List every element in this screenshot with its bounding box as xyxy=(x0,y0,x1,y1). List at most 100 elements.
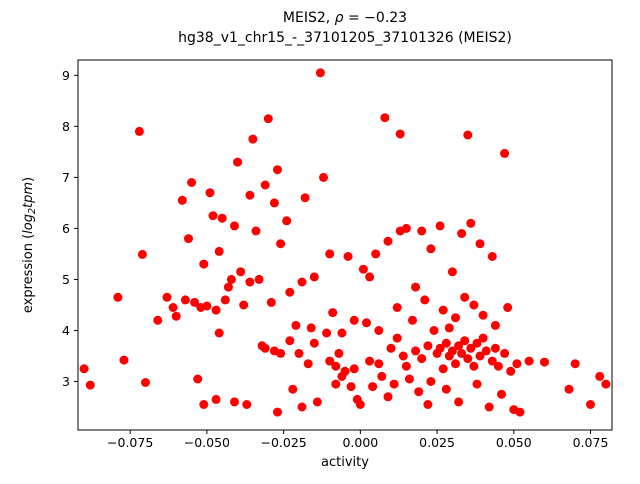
data-point xyxy=(484,402,494,412)
data-point xyxy=(441,384,451,394)
data-point xyxy=(490,343,500,353)
data-point xyxy=(303,359,313,369)
data-point xyxy=(239,300,249,310)
y-tick-label: 4 xyxy=(62,323,70,338)
data-point xyxy=(325,356,335,366)
data-point xyxy=(199,400,209,409)
data-point xyxy=(236,267,246,277)
data-point xyxy=(349,315,359,325)
data-point xyxy=(230,221,239,231)
data-point xyxy=(312,397,322,407)
data-point xyxy=(475,239,485,249)
x-axis-label: activity xyxy=(321,455,369,470)
data-point xyxy=(460,292,470,302)
data-point xyxy=(85,380,95,390)
data-point xyxy=(497,389,506,399)
data-point xyxy=(466,343,476,353)
data-point xyxy=(245,277,255,287)
data-point xyxy=(383,392,393,402)
data-point xyxy=(190,297,200,307)
data-point xyxy=(506,366,516,376)
data-point xyxy=(319,172,328,182)
data-point xyxy=(309,272,319,282)
plot-title: MEIS2, ρ = −0.23 xyxy=(283,10,407,26)
data-point xyxy=(438,305,448,315)
data-point xyxy=(285,336,295,346)
data-point xyxy=(180,295,190,305)
data-point xyxy=(423,341,433,351)
data-point xyxy=(322,328,332,338)
data-point xyxy=(193,374,203,384)
data-point xyxy=(331,379,341,389)
data-point xyxy=(417,354,427,364)
data-point xyxy=(451,359,460,369)
plot-title-correlation-value: = −0.23 xyxy=(344,10,408,26)
data-point xyxy=(481,346,491,356)
data-point xyxy=(113,292,123,302)
data-point xyxy=(214,328,224,338)
y-axis-label-variable: tpm xyxy=(21,182,36,208)
x-tick-label: −0.025 xyxy=(260,435,306,450)
data-point xyxy=(328,308,338,318)
data-point xyxy=(276,239,286,249)
data-point xyxy=(515,407,525,417)
x-tick-label: 0.075 xyxy=(573,435,609,450)
data-point xyxy=(217,213,227,223)
data-point xyxy=(368,382,378,392)
data-point xyxy=(435,221,445,231)
x-tick-label: −0.075 xyxy=(107,435,153,450)
data-point xyxy=(269,198,279,208)
x-tick-label: −0.050 xyxy=(184,435,230,450)
data-point xyxy=(168,303,178,312)
data-point xyxy=(331,361,341,371)
data-point xyxy=(570,359,580,369)
y-axis-label-subscript: 2 xyxy=(27,208,38,214)
data-point xyxy=(487,356,497,366)
data-point xyxy=(389,379,399,389)
data-point xyxy=(595,371,605,381)
data-point xyxy=(411,346,421,356)
data-point xyxy=(205,188,215,198)
data-point xyxy=(401,361,411,371)
data-point xyxy=(337,328,347,338)
x-axis-ticks: −0.075 −0.050 −0.025 0.000 0.025 0.050 0.075 xyxy=(107,430,608,450)
data-point xyxy=(601,379,611,389)
x-tick-label: 0.000 xyxy=(342,435,378,450)
plot-subtitle: hg38_v1_chr15_-_37101205_37101326 (MEIS2… xyxy=(178,30,512,46)
data-point xyxy=(457,348,467,358)
data-point xyxy=(343,252,353,261)
data-point xyxy=(365,356,375,366)
data-point xyxy=(429,326,439,335)
data-point xyxy=(377,371,387,381)
data-point xyxy=(426,377,436,386)
data-point xyxy=(254,274,264,284)
y-axis-label-prefix: expression ( xyxy=(21,234,36,313)
data-point xyxy=(242,400,252,409)
y-tick-label: 6 xyxy=(62,221,70,236)
y-axis-label-log: log xyxy=(21,214,36,234)
data-point xyxy=(478,333,488,343)
data-point xyxy=(490,320,500,330)
y-axis-ticks: 3 4 5 6 7 8 9 xyxy=(62,68,78,389)
data-point xyxy=(469,300,479,310)
data-point xyxy=(273,165,282,175)
data-point xyxy=(386,343,396,353)
data-point xyxy=(463,354,473,364)
data-point xyxy=(285,287,295,297)
data-point xyxy=(472,338,482,348)
data-point xyxy=(162,292,172,302)
x-tick-label: 0.025 xyxy=(419,435,455,450)
data-point xyxy=(423,400,433,409)
data-point xyxy=(401,223,411,233)
data-point xyxy=(466,218,476,228)
data-point xyxy=(524,356,534,366)
data-point xyxy=(177,195,187,205)
data-point xyxy=(233,157,243,167)
x-tick-label: 0.050 xyxy=(496,435,532,450)
data-point xyxy=(500,348,510,358)
data-point xyxy=(134,126,144,136)
data-point xyxy=(245,190,255,200)
data-point xyxy=(220,295,230,305)
data-point xyxy=(374,326,384,335)
data-point xyxy=(297,402,307,412)
